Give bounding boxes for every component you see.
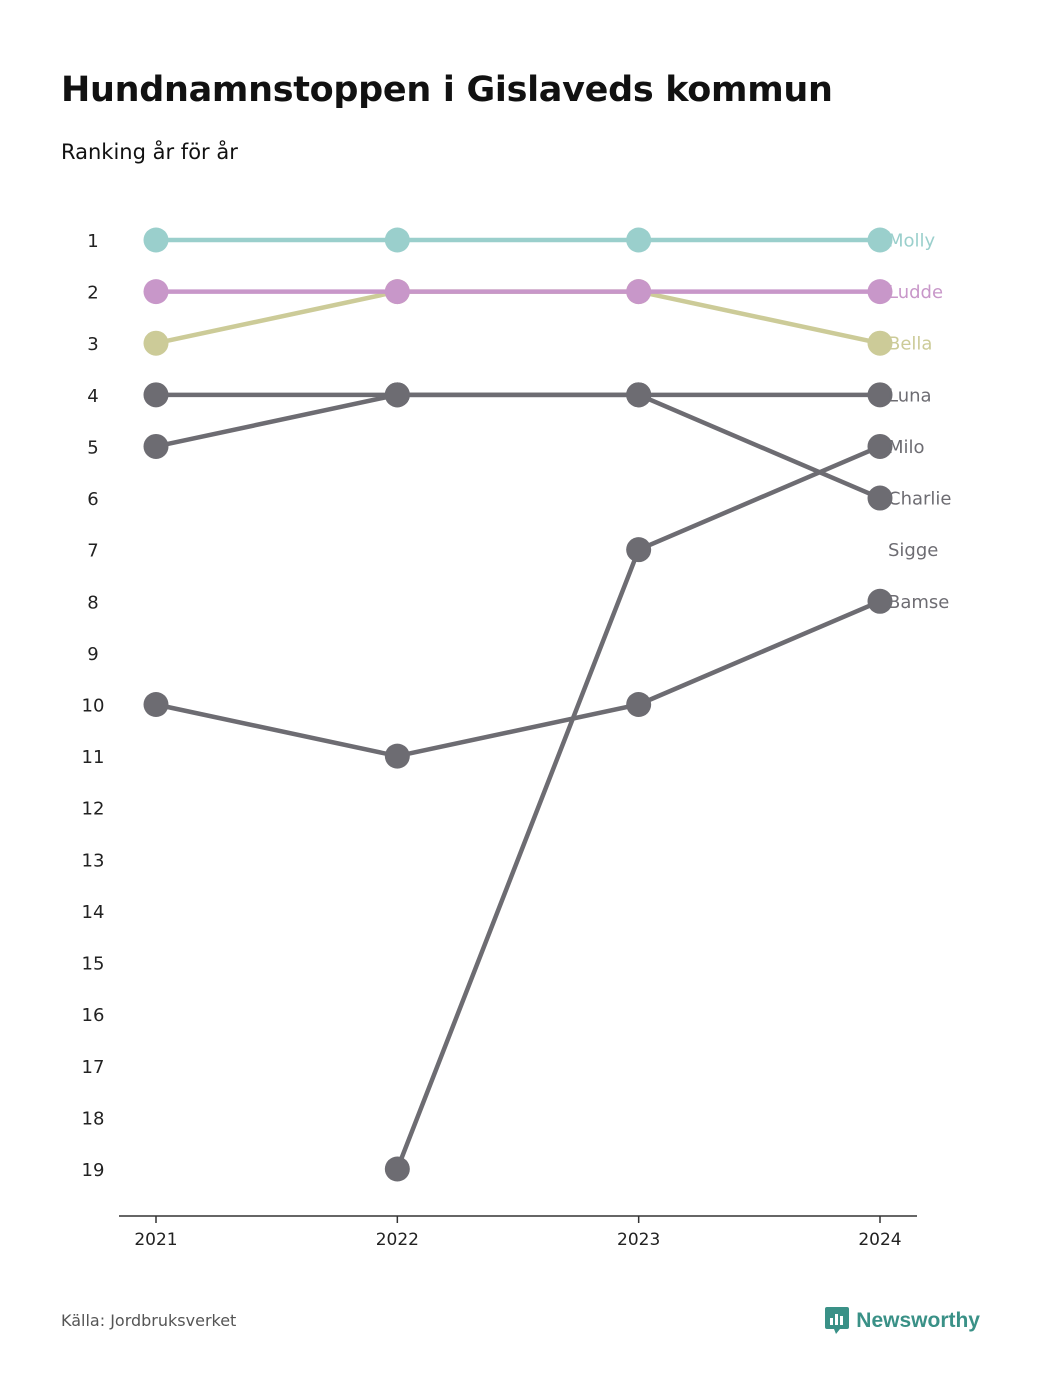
y-tick-label-2: 2 <box>87 283 98 304</box>
y-tick-label-11: 11 <box>82 747 105 768</box>
series-line-bamse <box>153 599 883 759</box>
y-tick-label-16: 16 <box>82 1005 105 1026</box>
y-tick-label-12: 12 <box>82 799 105 820</box>
series-label-sigge: Sigge <box>888 540 938 561</box>
series-label-bella: Bella <box>888 334 932 355</box>
y-tick-label-17: 17 <box>82 1057 105 1078</box>
chart-title: Hundnamnstoppen i Gislaveds kommun <box>61 70 833 110</box>
series-label-bamse: Bamse <box>888 592 949 613</box>
brand-logo[interactable]: Newsworthy <box>824 1306 980 1336</box>
y-tick-label-3: 3 <box>87 334 98 355</box>
x-tick-label-2021: 2021 <box>134 1230 177 1250</box>
data-point-bamse-2023 <box>626 692 652 717</box>
data-point-ludde-2022 <box>384 279 410 305</box>
data-point-molly-2024 <box>867 227 893 253</box>
series-label-molly: Molly <box>888 231 936 252</box>
chart-bubble-icon <box>824 1306 850 1336</box>
data-point-bamse-2021 <box>143 692 169 717</box>
y-tick-label-4: 4 <box>87 386 98 407</box>
data-point-charlie-2021 <box>143 433 169 459</box>
data-point-ludde-2021 <box>143 279 169 305</box>
y-tick-label-15: 15 <box>82 954 105 975</box>
x-tick-label-2022: 2022 <box>376 1230 419 1250</box>
data-point-molly-2022 <box>384 227 410 253</box>
y-tick-label-19: 19 <box>82 1160 105 1181</box>
data-point-luna-2023 <box>626 382 652 408</box>
y-tick-label-18: 18 <box>82 1108 105 1129</box>
data-point-milo-2024 <box>867 433 893 459</box>
series-label-luna: Luna <box>888 385 932 406</box>
series-label-ludde: Ludde <box>888 282 943 303</box>
y-tick-label-5: 5 <box>87 437 98 458</box>
y-tick-label-9: 9 <box>87 644 98 665</box>
y-tick-label-1: 1 <box>87 231 98 252</box>
data-point-ludde-2024 <box>867 279 893 305</box>
y-tick-label-10: 10 <box>82 696 105 717</box>
x-tick-label-2024: 2024 <box>858 1230 901 1250</box>
data-point-molly-2021 <box>143 227 169 253</box>
data-point-bamse-2022 <box>384 743 410 769</box>
data-point-bella-2021 <box>143 330 169 356</box>
data-point-milo-2022 <box>384 1156 410 1182</box>
data-point-charlie-2024 <box>867 485 893 511</box>
series-label-milo: Milo <box>888 437 925 458</box>
y-tick-label-13: 13 <box>82 850 105 871</box>
data-point-luna-2024 <box>867 382 893 408</box>
data-point-molly-2023 <box>626 227 652 253</box>
series-line-charlie <box>153 392 883 501</box>
y-tick-label-14: 14 <box>82 902 105 923</box>
data-point-bella-2024 <box>867 330 893 356</box>
data-point-luna-2021 <box>143 382 169 408</box>
chart-subtitle: Ranking år för år <box>61 140 238 164</box>
series-line-bella <box>153 289 883 346</box>
y-tick-label-6: 6 <box>87 489 98 510</box>
data-point-luna-2022 <box>384 382 410 408</box>
data-point-milo-2023 <box>626 537 652 563</box>
source-note: Källa: Jordbruksverket <box>61 1311 237 1330</box>
y-tick-label-7: 7 <box>87 541 98 562</box>
brand-name: Newsworthy <box>856 1309 980 1332</box>
series-label-charlie: Charlie <box>888 489 951 510</box>
y-tick-label-8: 8 <box>87 592 98 613</box>
data-point-bamse-2024 <box>867 588 893 614</box>
data-point-ludde-2023 <box>626 279 652 305</box>
x-tick-label-2023: 2023 <box>617 1230 660 1250</box>
